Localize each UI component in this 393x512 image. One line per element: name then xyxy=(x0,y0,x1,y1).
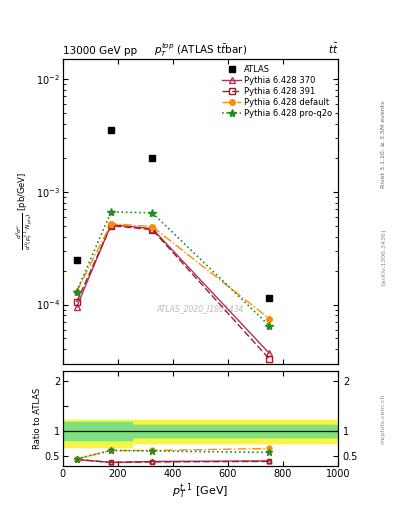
Pythia 6.428 370 xyxy=(150,226,155,232)
Text: $t\bar{t}$: $t\bar{t}$ xyxy=(327,42,338,56)
Text: 13000 GeV pp: 13000 GeV pp xyxy=(63,46,137,56)
Pythia 6.428 391 xyxy=(267,356,272,362)
Pythia 6.428 pro-q2o xyxy=(150,210,155,216)
Line: Pythia 6.428 pro-q2o: Pythia 6.428 pro-q2o xyxy=(72,208,274,330)
ATLAS xyxy=(150,155,155,161)
ATLAS xyxy=(108,127,114,133)
Text: mcplots.cern.ch: mcplots.cern.ch xyxy=(381,393,386,444)
Line: Pythia 6.428 default: Pythia 6.428 default xyxy=(74,221,272,322)
Y-axis label: $\frac{d^2\sigma^u}{d^2(p_T^{t,1}{\cdot}N_{jets})}$ [pb/GeV]: $\frac{d^2\sigma^u}{d^2(p_T^{t,1}{\cdot}… xyxy=(14,172,35,250)
Line: Pythia 6.428 391: Pythia 6.428 391 xyxy=(74,223,272,361)
Pythia 6.428 370 xyxy=(108,222,114,228)
Text: Rivet 3.1.10, ≥ 3.5M events: Rivet 3.1.10, ≥ 3.5M events xyxy=(381,100,386,188)
ATLAS xyxy=(267,294,272,301)
ATLAS xyxy=(74,257,79,263)
Line: ATLAS: ATLAS xyxy=(73,127,272,301)
Y-axis label: Ratio to ATLAS: Ratio to ATLAS xyxy=(33,388,42,449)
Bar xyxy=(63,420,338,443)
Bar xyxy=(63,425,338,437)
X-axis label: $p_T^{t,1}$ [GeV]: $p_T^{t,1}$ [GeV] xyxy=(172,481,229,502)
Text: ATLAS_2020_I1801434: ATLAS_2020_I1801434 xyxy=(157,304,244,313)
Text: [arXiv:1306.3436]: [arXiv:1306.3436] xyxy=(381,229,386,285)
Pythia 6.428 default xyxy=(150,224,155,230)
Pythia 6.428 pro-q2o xyxy=(74,289,79,295)
Pythia 6.428 391 xyxy=(108,223,114,229)
Pythia 6.428 pro-q2o xyxy=(267,323,272,329)
Line: Pythia 6.428 370: Pythia 6.428 370 xyxy=(73,222,272,356)
Pythia 6.428 pro-q2o xyxy=(108,209,114,215)
Pythia 6.428 370 xyxy=(267,350,272,356)
Pythia 6.428 default xyxy=(74,289,79,295)
Title: $p_T^{top}$ (ATLAS t$\bar{t}$bar): $p_T^{top}$ (ATLAS t$\bar{t}$bar) xyxy=(154,41,247,59)
Pythia 6.428 391 xyxy=(150,227,155,233)
Legend: ATLAS, Pythia 6.428 370, Pythia 6.428 391, Pythia 6.428 default, Pythia 6.428 pr: ATLAS, Pythia 6.428 370, Pythia 6.428 39… xyxy=(221,63,334,120)
Pythia 6.428 370 xyxy=(74,304,79,310)
Pythia 6.428 default xyxy=(267,315,272,322)
Pythia 6.428 391 xyxy=(74,299,79,305)
Pythia 6.428 default xyxy=(108,221,114,227)
